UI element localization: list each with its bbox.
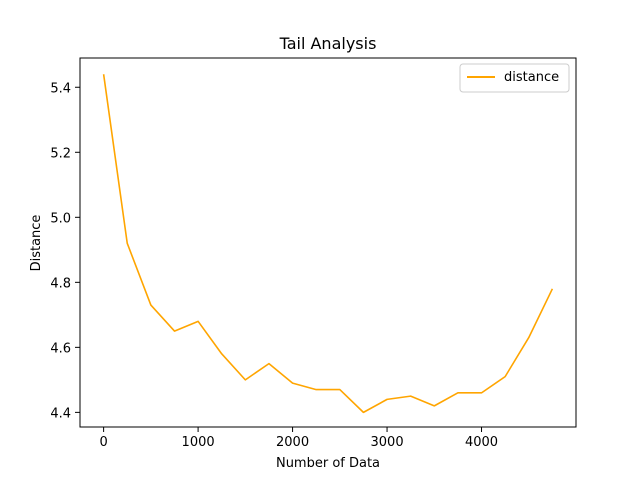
plot-frame [79,57,577,428]
series-line-distance [102,74,554,414]
x-tick-label: 1000 [182,435,215,450]
y-tick-label: 5.2 [50,146,71,161]
legend-entry-distance: distance [504,70,559,85]
x-tick-label: 2000 [276,435,309,450]
x-tick-label: 3000 [371,435,404,450]
x-tick-label: 4000 [465,435,498,450]
chart-title: Tail Analysis [279,34,377,53]
y-tick-label: 4.6 [50,341,71,356]
y-tick-label: 5.0 [50,211,71,226]
y-axis: 4.4 4.6 4.8 5.0 5.2 5.4 [50,81,80,421]
x-axis-label: Number of Data [276,456,380,471]
y-tick-label: 4.4 [50,406,71,421]
x-axis: 0 1000 2000 3000 4000 [99,427,498,450]
series-layer [102,74,554,414]
x-tick-label: 0 [99,435,107,450]
legend: distance [459,63,570,93]
legend-box [459,63,570,93]
y-tick-label: 5.4 [50,81,71,96]
plot-area [79,57,577,428]
y-tick-label: 4.8 [50,276,71,291]
y-axis-label: Distance [29,215,44,272]
